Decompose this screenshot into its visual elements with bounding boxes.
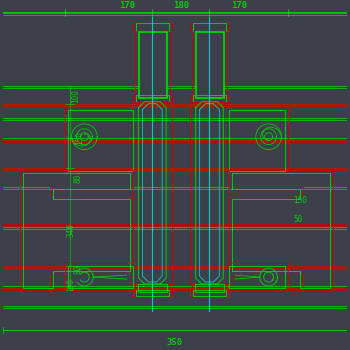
- Bar: [229, 110, 285, 171]
- Bar: [138, 284, 167, 292]
- Bar: [135, 290, 169, 296]
- Text: 350: 350: [167, 338, 183, 347]
- Bar: [135, 23, 169, 31]
- Bar: [192, 31, 227, 98]
- Text: 80: 80: [74, 265, 83, 274]
- Bar: [133, 95, 172, 102]
- Bar: [133, 290, 172, 296]
- Text: 80: 80: [74, 174, 83, 183]
- Text: 100: 100: [66, 278, 76, 292]
- Text: 170: 170: [119, 1, 135, 10]
- Bar: [193, 23, 226, 31]
- Bar: [193, 95, 226, 102]
- Text: 100: 100: [71, 89, 80, 103]
- Bar: [229, 107, 288, 171]
- Bar: [192, 284, 227, 292]
- Bar: [139, 32, 166, 97]
- Bar: [135, 284, 170, 292]
- Bar: [139, 32, 166, 97]
- Bar: [190, 290, 229, 296]
- Bar: [190, 23, 229, 31]
- Text: 170: 170: [231, 1, 247, 10]
- Bar: [195, 284, 224, 292]
- Bar: [193, 290, 226, 296]
- Bar: [133, 23, 172, 31]
- Bar: [138, 31, 167, 98]
- Bar: [135, 31, 170, 98]
- Text: 150: 150: [76, 131, 84, 145]
- Text: 50: 50: [293, 216, 302, 224]
- Bar: [190, 95, 229, 102]
- Text: 340: 340: [66, 223, 76, 237]
- Bar: [133, 102, 172, 284]
- Bar: [65, 107, 133, 171]
- Text: 180: 180: [173, 1, 189, 10]
- Bar: [196, 32, 223, 97]
- Text: 150: 150: [293, 196, 307, 205]
- Bar: [229, 263, 288, 291]
- Bar: [65, 263, 133, 291]
- Bar: [229, 266, 285, 288]
- Bar: [195, 31, 224, 98]
- Bar: [196, 32, 223, 97]
- Bar: [68, 110, 133, 171]
- Bar: [190, 102, 229, 284]
- Bar: [68, 266, 133, 288]
- Bar: [135, 95, 169, 102]
